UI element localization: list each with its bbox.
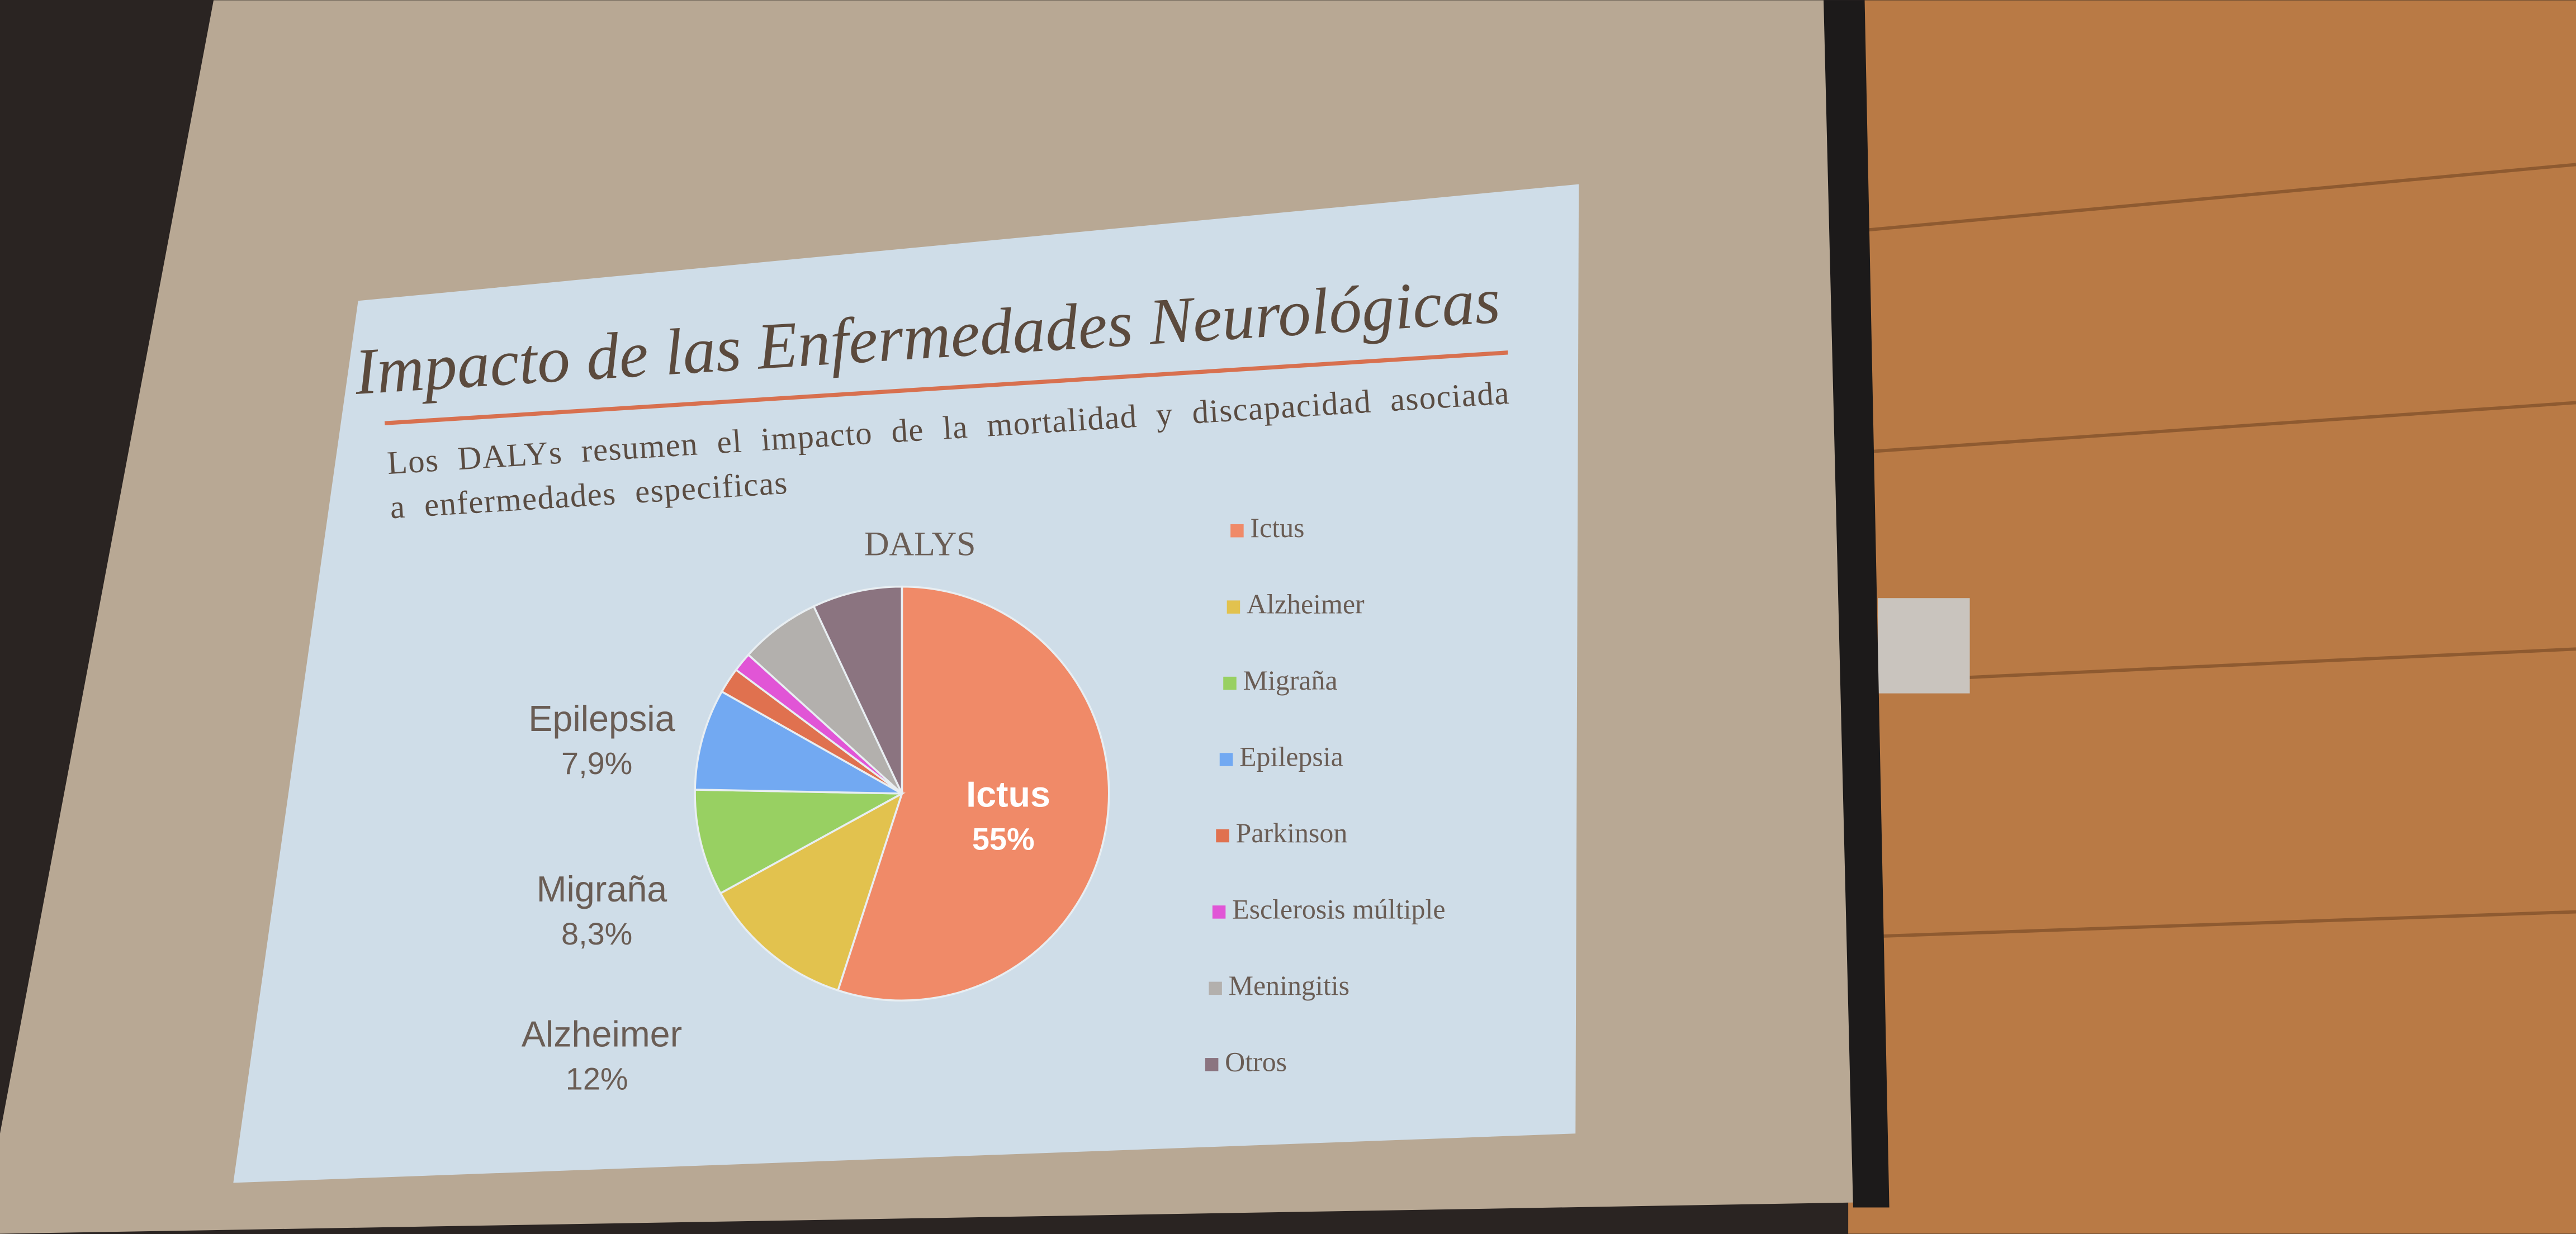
- pie-slice: [719, 791, 904, 992]
- legend-swatch: [1209, 981, 1222, 995]
- chart-title: DALYS: [864, 525, 976, 563]
- data-label-name: Alzheimer: [522, 1013, 682, 1054]
- legend-swatch: [1219, 753, 1233, 766]
- legend-swatch: [1230, 524, 1244, 538]
- legend-swatch: [1227, 600, 1240, 614]
- legend-label: Esclerosis múltiple: [1232, 893, 1445, 924]
- data-label-name: Epilepsia: [528, 698, 675, 739]
- legend-label: Ictus: [1250, 512, 1304, 543]
- pie-slice: [747, 605, 903, 795]
- screen-border: [1824, 0, 1890, 1208]
- legend-label: Parkinson: [1236, 817, 1348, 848]
- chart: DALYS Ictus 55% Alzheimer 12% Migraña 8,3% Epil…: [522, 512, 1446, 1096]
- wall-socket: [1878, 598, 1970, 694]
- legend-label: Otros: [1225, 1046, 1287, 1077]
- legend-swatch: [1216, 829, 1229, 843]
- legend-label: Epilepsia: [1239, 741, 1343, 772]
- legend-label: Meningitis: [1229, 970, 1349, 1001]
- data-label-name: Ictus: [966, 774, 1050, 815]
- data-label: 12%: [566, 1061, 628, 1096]
- pie-slice: [812, 585, 903, 794]
- data-label: 8,3%: [561, 916, 632, 951]
- legend-label: Alzheimer: [1247, 588, 1365, 620]
- pie-slice: [836, 585, 1110, 1002]
- legend-label: Migraña: [1243, 665, 1337, 696]
- wood-seams: [1864, 163, 2576, 938]
- pie-slice: [694, 789, 906, 895]
- data-label-name: Migraña: [537, 868, 667, 909]
- pie-slice: [694, 690, 903, 795]
- data-label: 55%: [972, 822, 1035, 857]
- legend-swatch: [1205, 1058, 1219, 1071]
- data-label: 7,9%: [561, 746, 632, 781]
- legend-swatch: [1223, 676, 1237, 690]
- legend-swatch: [1212, 905, 1226, 919]
- title-underline: [384, 350, 1508, 425]
